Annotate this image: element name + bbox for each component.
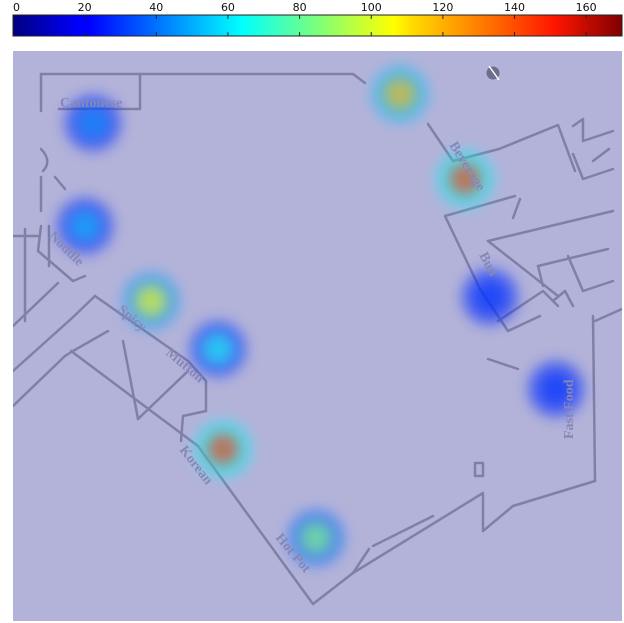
heat-spot-top	[372, 66, 428, 122]
heat-spot-fast-food	[528, 361, 584, 417]
colorbar-tick-label: 60	[221, 1, 235, 14]
heat-spot-cantonese	[65, 95, 121, 151]
colorbar-tick-label: 20	[78, 1, 92, 14]
heat-spot-bun	[462, 269, 518, 325]
colorbar-gradient	[12, 14, 623, 37]
heat-spot-spicy	[123, 273, 179, 329]
heat-spot-beverage	[437, 151, 493, 207]
colorbar-tick-label: 120	[432, 1, 453, 14]
heat-spot-noddle	[57, 198, 113, 254]
colorbar-ticks: 0 20 40 60 80 100 120 140 160	[12, 1, 597, 36]
heat-spot-hot-pot	[288, 510, 344, 566]
compass-icon	[486, 65, 500, 81]
colorbar-svg: 0 20 40 60 80 100 120 140 160	[12, 1, 623, 37]
colorbar-tick-label: 40	[149, 1, 163, 14]
colorbar-tick-label: 100	[361, 1, 382, 14]
heat-spot-mutton	[190, 321, 246, 377]
stall-label-cantonese: Cantonese	[60, 96, 122, 111]
colorbar-tick-label: 0	[13, 1, 20, 14]
colorbar-tick-label: 80	[293, 1, 307, 14]
colorbar-tick-label: 140	[504, 1, 525, 14]
floor-walls	[13, 72, 622, 606]
colorbar-tick-label: 160	[576, 1, 597, 14]
heat-spot-korean	[195, 421, 251, 477]
colorbar: 0 20 40 60 80 100 120 140 160	[0, 0, 624, 40]
heat-spots	[57, 66, 584, 566]
map-svg: Cantonese Noddle Spicy Mutton Korean Hot…	[13, 51, 622, 621]
stall-label-fast-food: Fast Food	[562, 379, 577, 439]
floor-plan-map: Cantonese Noddle Spicy Mutton Korean Hot…	[13, 51, 622, 621]
